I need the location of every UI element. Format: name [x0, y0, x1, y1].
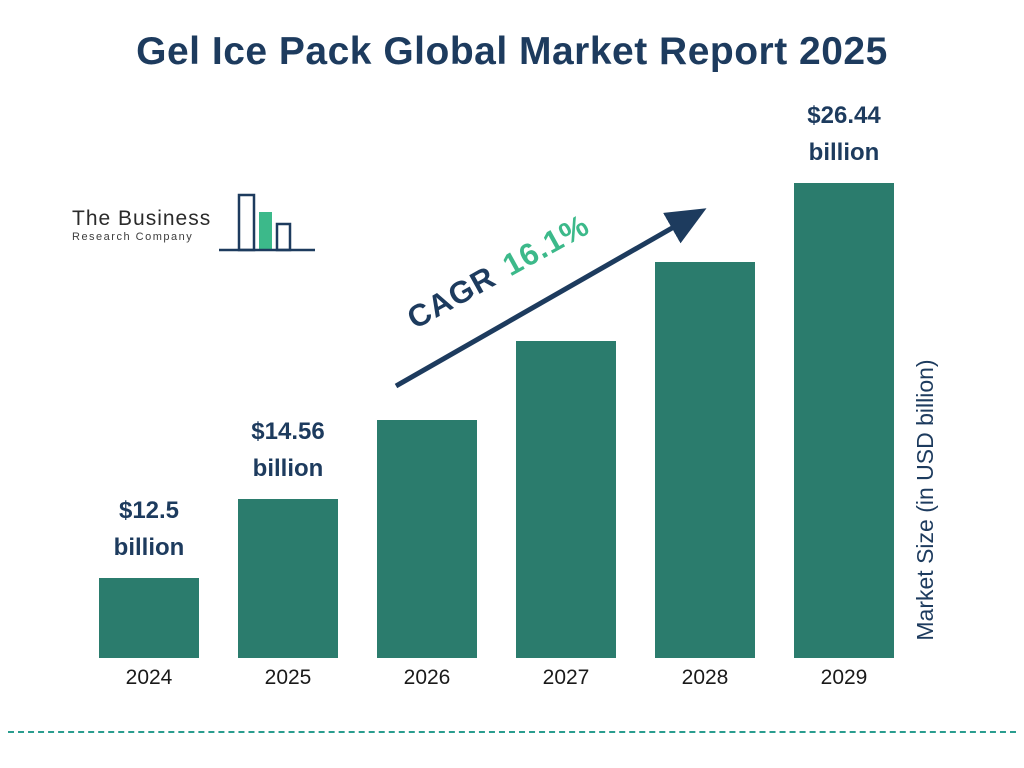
bar-2027 — [516, 341, 616, 658]
bar-2029 — [794, 183, 894, 658]
y-axis-title: Market Size (in USD billion) — [912, 359, 938, 641]
bar-group — [655, 262, 755, 658]
bar-group: $26.44 billion — [794, 97, 894, 658]
bar-value-label: $12.5 billion — [113, 496, 185, 561]
x-axis-label: 2029 — [820, 666, 868, 689]
logo-text: The Business Research Company — [72, 207, 211, 243]
bar-group: $12.5 billion — [99, 492, 199, 658]
page-title: Gel Ice Pack Global Market Report 2025 — [136, 30, 888, 73]
x-axis-label: 2028 — [681, 666, 729, 689]
x-axis-label: 2025 — [264, 666, 312, 689]
bar-chart: $12.5 billion $14.56 billion $26.44 billion — [99, 80, 894, 658]
logo-text-line1: The Business — [72, 207, 212, 230]
x-axis-label: 2027 — [542, 666, 590, 689]
logo-text-line2: Research Company — [72, 231, 194, 243]
bar-2028 — [655, 262, 755, 658]
bar-group — [377, 420, 477, 658]
bar-2025 — [238, 499, 338, 658]
x-axis-label: 2024 — [125, 666, 173, 689]
bottom-dashed-line — [8, 731, 1016, 733]
bar-2024 — [99, 578, 199, 658]
logo-bar-chart-icon — [219, 193, 316, 252]
bar-value-label: $26.44 billion — [807, 101, 881, 166]
bar-2026 — [377, 420, 477, 658]
bar-group — [516, 341, 616, 658]
bar-value-label: $14.56 billion — [251, 417, 325, 482]
logo: The Business Research Company — [72, 192, 317, 258]
x-axis: 2024 2025 2026 2027 2028 2029 — [99, 666, 894, 690]
x-axis-label: 2026 — [403, 666, 451, 689]
bar-group: $14.56 billion — [238, 413, 338, 658]
